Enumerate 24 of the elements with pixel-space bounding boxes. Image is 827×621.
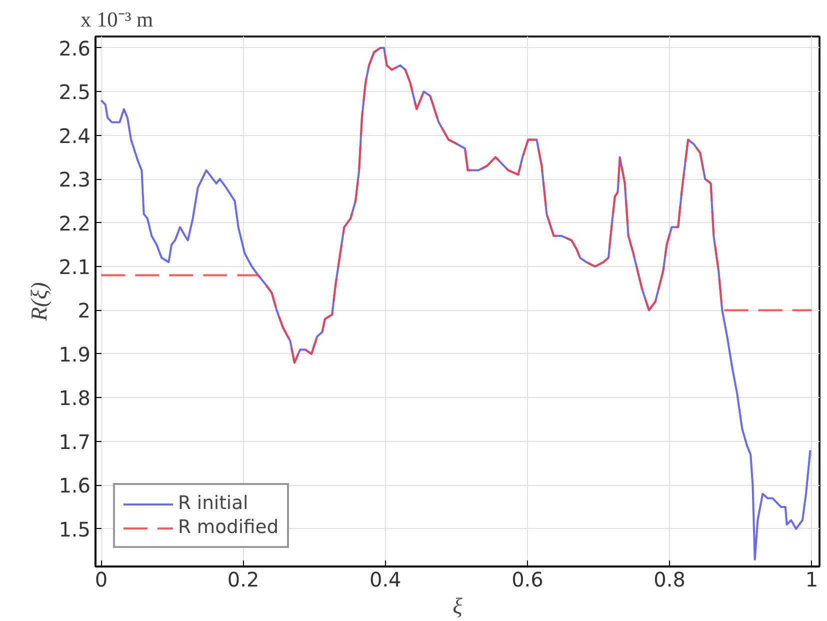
y-tick-label: 1.9 (58, 342, 91, 366)
y-tick-label: 2 (78, 298, 91, 323)
x-tick-label: 1 (805, 568, 818, 592)
y-axis-title: R(ξ) (26, 282, 52, 322)
y-tick-label: 1.8 (58, 386, 91, 410)
text: x 10⁻³ m (80, 8, 154, 32)
y-tick-label: 2.3 (58, 168, 91, 192)
y-tick-label: 2.2 (58, 211, 91, 236)
legend-label: R initial (178, 493, 248, 514)
y-tick-label: 1.6 (58, 474, 91, 498)
y-tick-label: 2.5 (58, 80, 91, 104)
x-tick-label: 0.6 (512, 568, 544, 592)
y-tick-label: 2.6 (58, 36, 91, 60)
y-tick-label: 2.1 (58, 255, 91, 280)
legend-label: R modified (178, 517, 279, 538)
y-tick-label: 1.5 (58, 517, 91, 542)
x-tick-label: 0.2 (227, 568, 260, 592)
x-tick-label: 0.4 (369, 568, 402, 592)
y-tick-label: 2.4 (58, 124, 91, 148)
x-tick-label: 0.8 (654, 568, 686, 592)
y-tick-label: 1.7 (58, 430, 91, 454)
x-tick-label: 0 (94, 568, 108, 592)
x-axis-title: ξ (452, 594, 463, 618)
line-series (100, 46, 813, 364)
